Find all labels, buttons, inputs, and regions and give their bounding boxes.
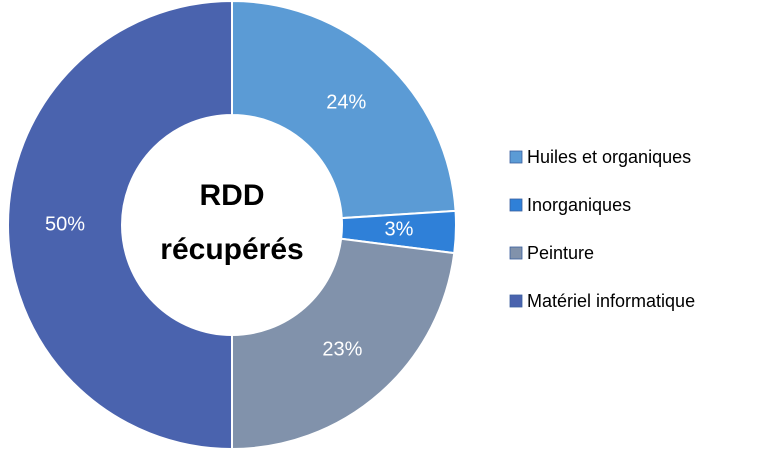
data-label: 24% <box>326 92 366 114</box>
data-label: 50% <box>45 213 85 235</box>
data-label: 23% <box>322 339 362 361</box>
legend-swatch <box>509 246 523 260</box>
legend-swatch <box>509 198 523 212</box>
slice <box>7 0 233 451</box>
legend-label: Peinture <box>527 243 594 263</box>
legend-label: Huiles et organiques <box>527 147 691 167</box>
legend-swatch <box>509 294 523 308</box>
legend-label: Inorganiques <box>527 195 631 215</box>
center-title: récupérés <box>160 233 303 266</box>
legend-swatch <box>509 150 523 164</box>
slice <box>231 237 456 451</box>
center-title: RDD <box>200 179 265 212</box>
slices <box>7 0 457 451</box>
legend-label: Matériel informatique <box>527 291 695 311</box>
slice <box>231 0 457 220</box>
data-label: 3% <box>384 219 413 241</box>
